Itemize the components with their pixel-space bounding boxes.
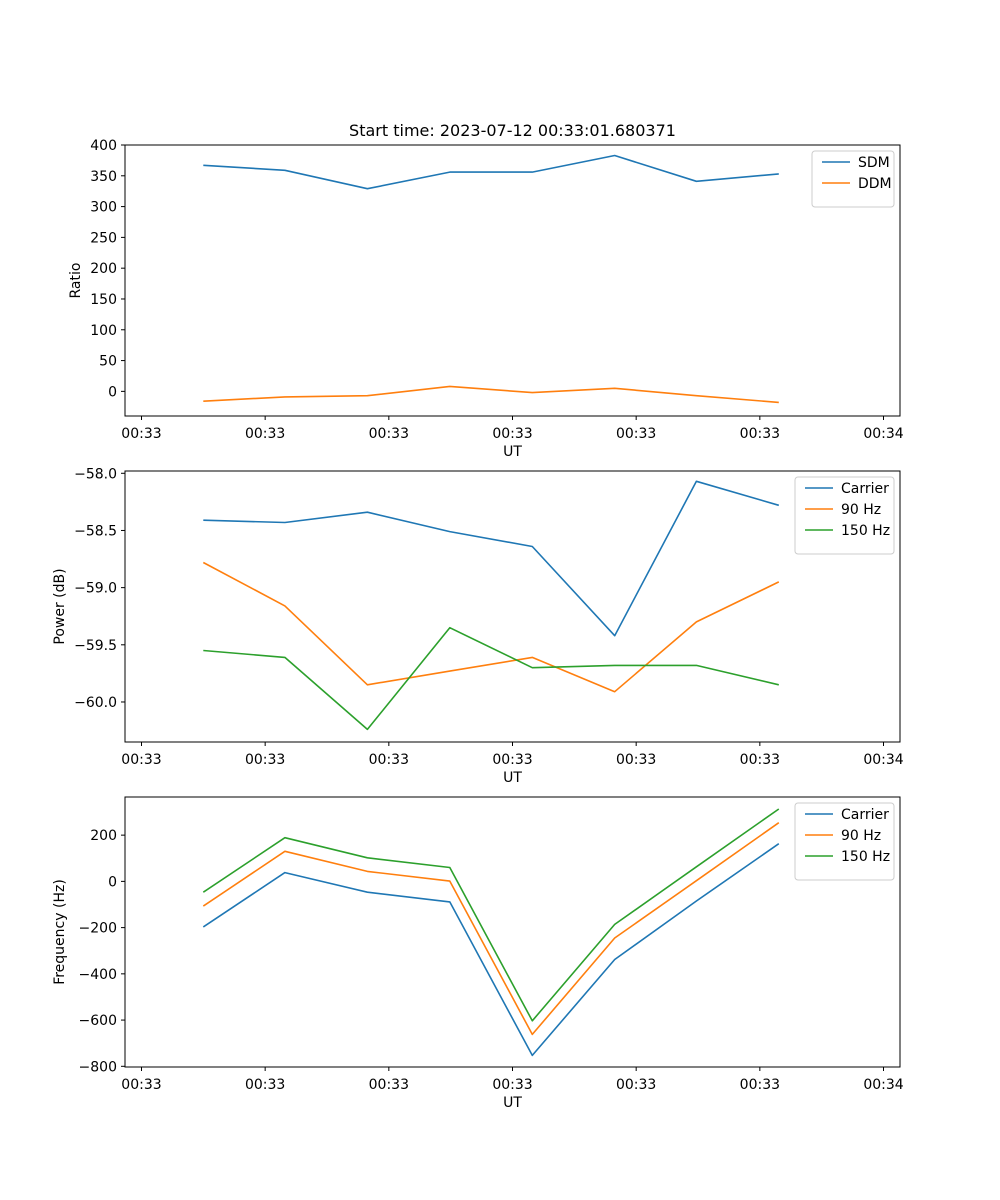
series-line-carrier — [202, 843, 780, 1057]
x-tick-label: 00:33 — [492, 426, 532, 442]
legend-label-carrier: Carrier — [841, 807, 889, 823]
legend-label-ddm: DDM — [858, 176, 892, 192]
y-tick-label: −58.5 — [74, 523, 117, 539]
y-axis-label: Ratio — [68, 263, 84, 299]
legend-label-sdm: SDM — [858, 155, 890, 171]
x-axis-label: UT — [503, 770, 522, 786]
legend-label-90-hz: 90 Hz — [841, 502, 881, 518]
series-line-150-hz — [202, 808, 780, 1022]
x-tick-label: 00:33 — [492, 1077, 532, 1093]
y-tick-label: −200 — [79, 921, 117, 937]
legend: SDM DDM — [811, 150, 895, 208]
series-line-carrier — [203, 480, 780, 637]
x-tick-label: 00:33 — [369, 1077, 409, 1093]
axes-frame — [124, 144, 901, 417]
x-axis-label: UT — [503, 444, 522, 460]
y-tick-label: 200 — [90, 828, 117, 844]
y-axis-label: Frequency (Hz) — [52, 879, 68, 985]
x-tick-label: 00:33 — [121, 1077, 161, 1093]
legend-box — [811, 150, 895, 208]
x-tick-label: 00:34 — [863, 1077, 903, 1093]
legend-label-90-hz: 90 Hz — [841, 828, 881, 844]
series-line-90-hz — [202, 822, 780, 1036]
legend: Carrier 90 Hz 150 Hz — [794, 802, 895, 881]
y-tick-label: 350 — [90, 169, 117, 185]
y-tick-label: 0 — [108, 384, 117, 400]
x-tick-label: 00:33 — [616, 752, 656, 768]
subplot-1: Start time: 2023-07-12 00:33:01.680371 0 5… — [68, 121, 904, 460]
x-tick-label: 00:33 — [369, 426, 409, 442]
y-tick-label: 250 — [90, 230, 117, 246]
legend-label-carrier: Carrier — [841, 481, 889, 497]
series-line-sdm — [203, 154, 779, 190]
x-axis-label: UT — [503, 1095, 522, 1111]
subplot-2: −60.0 −59.5 −59.0 −58.5 −58.0 00:33 00:33 00:33… — [52, 466, 904, 786]
series-line-150-hz — [203, 626, 779, 731]
y-tick-label: −60.0 — [74, 695, 117, 711]
x-tick-label: 00:33 — [121, 426, 161, 442]
x-tick-label: 00:34 — [863, 752, 903, 768]
y-tick-label: −59.5 — [74, 638, 117, 654]
x-tick-label: 00:33 — [740, 752, 780, 768]
y-tick-label: 200 — [90, 261, 117, 277]
x-tick-label: 00:33 — [245, 1077, 285, 1093]
x-tick-label: 00:33 — [616, 426, 656, 442]
y-tick-label: −600 — [79, 1013, 117, 1029]
legend-label-150-hz: 150 Hz — [841, 523, 890, 539]
x-tick-label: 00:33 — [245, 752, 285, 768]
x-tick-label: 00:34 — [863, 426, 903, 442]
x-tick-label: 00:33 — [492, 752, 532, 768]
y-tick-label: 100 — [90, 323, 117, 339]
chart-title: Start time: 2023-07-12 00:33:01.680371 — [349, 121, 676, 140]
series-line-90-hz — [202, 561, 780, 693]
x-tick-label: 00:33 — [121, 752, 161, 768]
x-tick-label: 00:33 — [740, 1077, 780, 1093]
y-tick-label: −59.0 — [74, 581, 117, 597]
y-tick-label: 0 — [108, 874, 117, 890]
legend-box — [794, 476, 895, 555]
y-tick-label: 50 — [99, 354, 117, 370]
series-line-ddm — [203, 385, 779, 404]
y-tick-label: 150 — [90, 292, 117, 308]
subplot-3: −800 −600 −400 −200 0 200 00:33 00:33 00:33 00:33… — [52, 796, 904, 1111]
y-tick-label: −58.0 — [74, 466, 117, 482]
legend-box — [794, 802, 895, 881]
x-tick-label: 00:33 — [616, 1077, 656, 1093]
axes-frame — [124, 796, 901, 1068]
y-tick-label: 400 — [90, 138, 117, 154]
y-tick-label: −800 — [79, 1059, 117, 1075]
y-tick-label: −400 — [79, 967, 117, 983]
x-tick-label: 00:33 — [369, 752, 409, 768]
x-tick-label: 00:33 — [740, 426, 780, 442]
y-axis-label: Power (dB) — [52, 568, 68, 644]
legend-label-150-hz: 150 Hz — [841, 849, 890, 865]
x-tick-label: 00:33 — [245, 426, 285, 442]
legend: Carrier 90 Hz 150 Hz — [794, 476, 895, 555]
y-tick-label: 300 — [90, 200, 117, 216]
axes-frame — [124, 470, 901, 743]
